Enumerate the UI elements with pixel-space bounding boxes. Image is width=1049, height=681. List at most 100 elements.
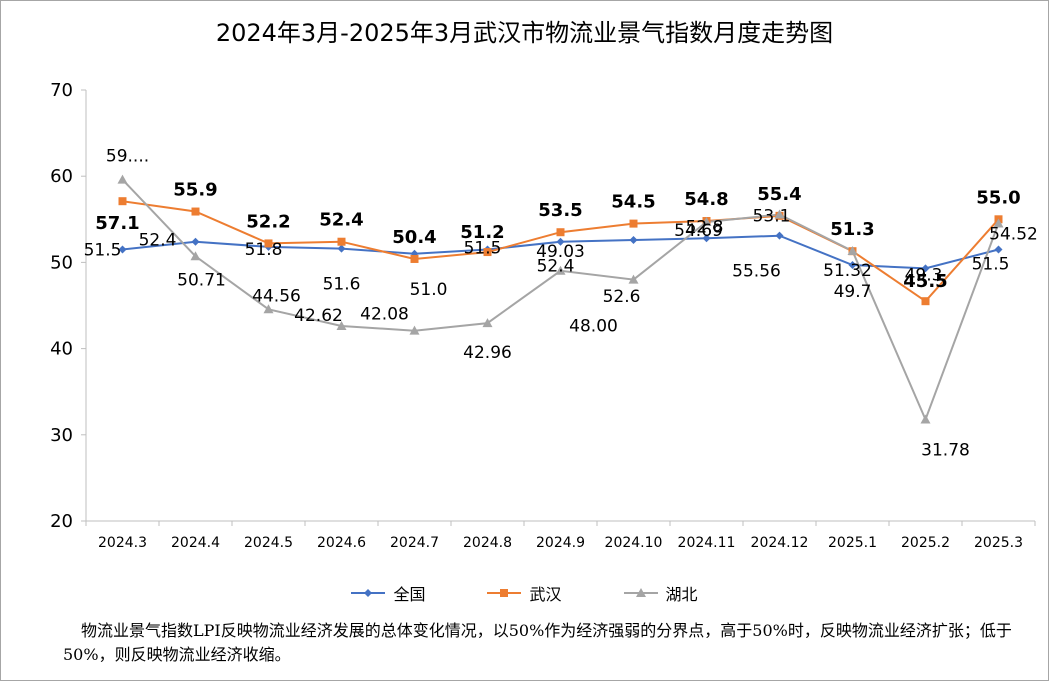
series-marker-hubei	[555, 265, 566, 275]
data-label-wuhan: 55.0	[976, 187, 1020, 208]
series-marker-wuhan	[191, 207, 200, 216]
data-label-national: 49.7	[834, 282, 872, 302]
data-label-national: 51.6	[323, 275, 361, 295]
data-label-national: 49.3	[905, 265, 943, 285]
data-label-hubei: 42.96	[463, 343, 512, 363]
x-tick-label: 2024.7	[390, 535, 439, 551]
series-marker-wuhan	[629, 219, 638, 228]
data-label-hubei: 51.32	[823, 261, 872, 281]
series-marker-national	[994, 245, 1003, 254]
y-tick-label: 50	[50, 252, 73, 273]
series-marker-national	[337, 244, 346, 253]
data-label-wuhan: 54.8	[684, 189, 728, 210]
series-marker-wuhan	[483, 248, 492, 257]
chart-title: 2024年3月-2025年3月武汉市物流业景气指数月度走势图	[215, 19, 834, 47]
series-marker-hubei	[847, 246, 858, 256]
x-tick-label: 2024.5	[244, 535, 293, 551]
series-marker-hubei	[263, 304, 274, 314]
legend-swatch-wuhan	[487, 586, 522, 600]
legend-item-wuhan: 武汉	[487, 581, 562, 605]
series-marker-national	[629, 235, 638, 244]
legend-label-hubei: 湖北	[665, 585, 698, 604]
data-label-wuhan: 51.2	[460, 222, 504, 243]
data-label-hubei: 49.03	[536, 242, 585, 262]
x-tick-label: 2024.11	[678, 535, 736, 551]
x-tick-label: 2024.8	[463, 535, 512, 551]
y-tick-label: 30	[50, 425, 73, 446]
series-marker-wuhan	[410, 254, 419, 263]
x-tick-label: 2024.3	[98, 535, 147, 551]
x-tick-label: 2025.2	[901, 535, 950, 551]
y-tick-label: 70	[50, 80, 73, 101]
data-label-national: 53.1	[753, 207, 791, 227]
data-label-national: 51.5	[972, 254, 1010, 274]
data-label-hubei: 48.00	[569, 317, 618, 337]
series-marker-hubei	[409, 325, 420, 335]
legend-label-national: 全国	[393, 585, 426, 604]
data-label-national: 52.6	[603, 287, 641, 307]
series-marker-hubei	[336, 321, 347, 331]
legend-item-national: 全国	[351, 581, 425, 605]
legend-label-wuhan: 武汉	[529, 585, 562, 604]
axes: 20 30 40 50 60 70 2024.3 2024.4 2024.5 2024.6 2024…	[50, 80, 1036, 551]
data-label-wuhan: 55.9	[173, 180, 217, 201]
legend-swatch-hubei	[623, 586, 658, 600]
series-marker-national	[191, 237, 200, 246]
series-markers	[117, 174, 1004, 424]
legend: 全国 武汉 湖北	[1, 581, 1048, 605]
y-tick-label: 20	[50, 511, 73, 532]
series-marker-hubei	[993, 218, 1004, 228]
data-label-hubei: 55.56	[732, 261, 781, 281]
data-label-wuhan: 51.3	[830, 219, 874, 240]
x-tick-label: 2024.10	[605, 535, 663, 551]
data-label-hubei: 31.78	[921, 440, 970, 460]
data-label-national: 51.0	[410, 280, 448, 300]
y-tick-label: 60	[50, 166, 73, 187]
series-marker-hubei	[774, 209, 785, 219]
data-label-national: 51.8	[245, 240, 283, 260]
data-label-national: 51.5	[84, 240, 122, 260]
series-marker-wuhan	[556, 228, 565, 237]
series-marker-hubei	[117, 174, 128, 184]
series-marker-national	[848, 260, 857, 269]
series-marker-national	[775, 231, 784, 240]
series-marker-wuhan	[264, 239, 273, 248]
x-tick-label: 2024.4	[171, 535, 220, 551]
data-label-hubei: 42.08	[360, 305, 409, 325]
series-marker-wuhan	[118, 197, 127, 206]
legend-item-hubei: 湖北	[623, 581, 698, 605]
legend-swatch-national	[351, 586, 386, 600]
x-tick-label: 2025.3	[974, 535, 1023, 551]
series-marker-wuhan	[921, 297, 930, 306]
series-marker-hubei	[701, 216, 712, 226]
chart-note: 物流业景气指数LPI反映物流业经济发展的总体变化情况，以50%作为经济强弱的分界…	[63, 621, 1012, 664]
series-marker-wuhan	[337, 237, 346, 246]
x-tick-label: 2025.1	[828, 535, 877, 551]
data-label-wuhan: 52.2	[246, 211, 290, 232]
data-label-hubei: 59....	[106, 147, 149, 167]
series-marker-hubei	[920, 414, 931, 424]
series-marker-national	[702, 234, 711, 243]
series-marker-hubei	[482, 318, 493, 328]
data-label-wuhan: 54.5	[611, 192, 655, 213]
data-label-hubei: 42.62	[294, 306, 343, 326]
data-label-wuhan: 50.4	[392, 227, 436, 248]
data-label-national: 52.4	[139, 231, 177, 251]
data-label-wuhan: 45.5	[903, 271, 947, 292]
data-label-wuhan: 57.1	[95, 213, 139, 234]
data-label-hubei: 50.71	[177, 270, 226, 290]
data-label-national: 52.8	[686, 217, 724, 237]
data-label-national: 52.4	[537, 257, 575, 277]
data-label-national: 51.5	[464, 238, 502, 258]
series-marker-national	[118, 245, 127, 254]
series-marker-hubei	[628, 274, 639, 284]
x-tick-label: 2024.12	[751, 535, 809, 551]
data-label-wuhan: 52.4	[319, 210, 363, 231]
x-tick-label: 2024.6	[317, 535, 366, 551]
series-marker-national	[556, 237, 565, 246]
y-tick-label: 40	[50, 339, 73, 360]
data-label-hubei: 54.69	[674, 221, 723, 241]
data-label-wuhan: 55.4	[757, 184, 801, 205]
data-label-hubei: 54.52	[989, 224, 1038, 244]
